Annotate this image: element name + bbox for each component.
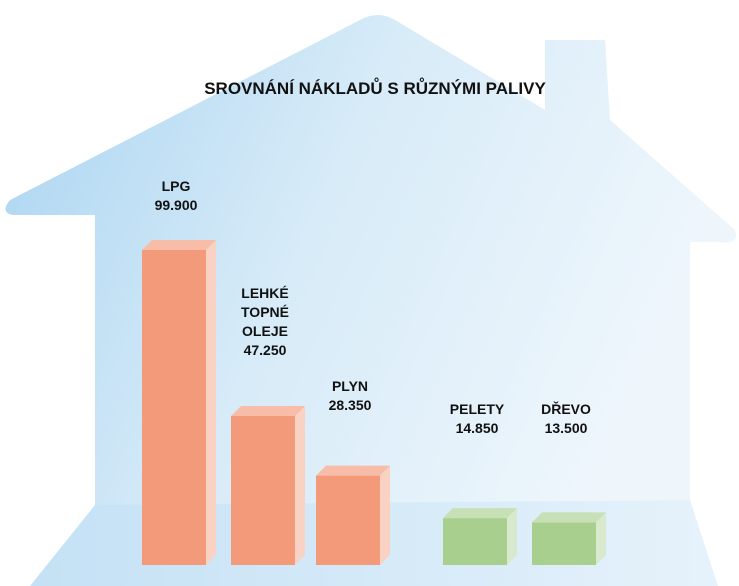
bar-top	[231, 406, 305, 416]
bar	[316, 466, 390, 565]
chart: SROVNÁNÍ NÁKLADŮ S RŮZNÝMI PALIVY 99.900…	[0, 0, 739, 586]
bar-top	[142, 240, 216, 250]
bar	[532, 512, 606, 565]
bar-front	[316, 476, 380, 565]
category-label: PELETY	[450, 401, 505, 417]
bar-top	[443, 508, 517, 518]
category-label: DŘEVO	[541, 400, 591, 417]
category-label: PLYN	[332, 378, 368, 394]
bar	[142, 240, 216, 565]
bar-front	[443, 518, 507, 565]
value-label: 13.500	[545, 420, 588, 436]
bar-side	[295, 406, 305, 565]
bar-front	[532, 522, 596, 565]
bar	[231, 406, 305, 565]
value-label: 47.250	[244, 342, 287, 358]
chart-title: SROVNÁNÍ NÁKLADŮ S RŮZNÝMI PALIVY	[204, 78, 546, 98]
bar-top	[532, 512, 606, 522]
category-label: LPG	[162, 178, 191, 194]
bar	[443, 508, 517, 565]
value-label: 99.900	[155, 197, 198, 213]
bar-front	[231, 416, 295, 565]
value-label: 28.350	[329, 397, 372, 413]
value-label: 14.850	[456, 420, 499, 436]
bar-front	[142, 250, 206, 565]
bar-side	[380, 466, 390, 565]
bar-side	[507, 508, 517, 565]
bar-side	[206, 240, 216, 565]
bar-top	[316, 466, 390, 476]
